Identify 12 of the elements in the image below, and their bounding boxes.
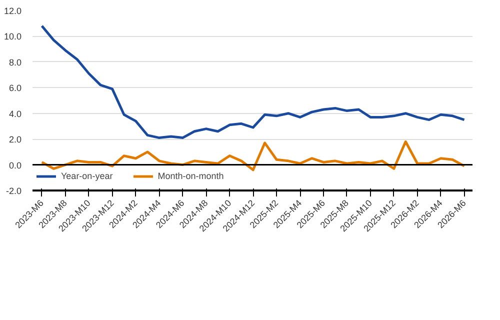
y-tick-label: 10.0 xyxy=(4,32,22,42)
line-series xyxy=(40,24,466,140)
legend-label: Year-on-year xyxy=(61,171,113,181)
y-tick-label: 6.0 xyxy=(8,83,22,94)
y-tick-label: 12.0 xyxy=(4,6,22,16)
y-tick-label: 0.0 xyxy=(8,160,22,170)
line-series xyxy=(40,140,466,172)
y-tick-label: -2.0 xyxy=(6,186,22,196)
y-tick-label: 2.0 xyxy=(8,134,22,145)
legend-label: Month-on-month xyxy=(158,171,224,181)
y-tick-label: 8.0 xyxy=(8,57,22,68)
y-tick-label: 4.0 xyxy=(8,108,22,119)
